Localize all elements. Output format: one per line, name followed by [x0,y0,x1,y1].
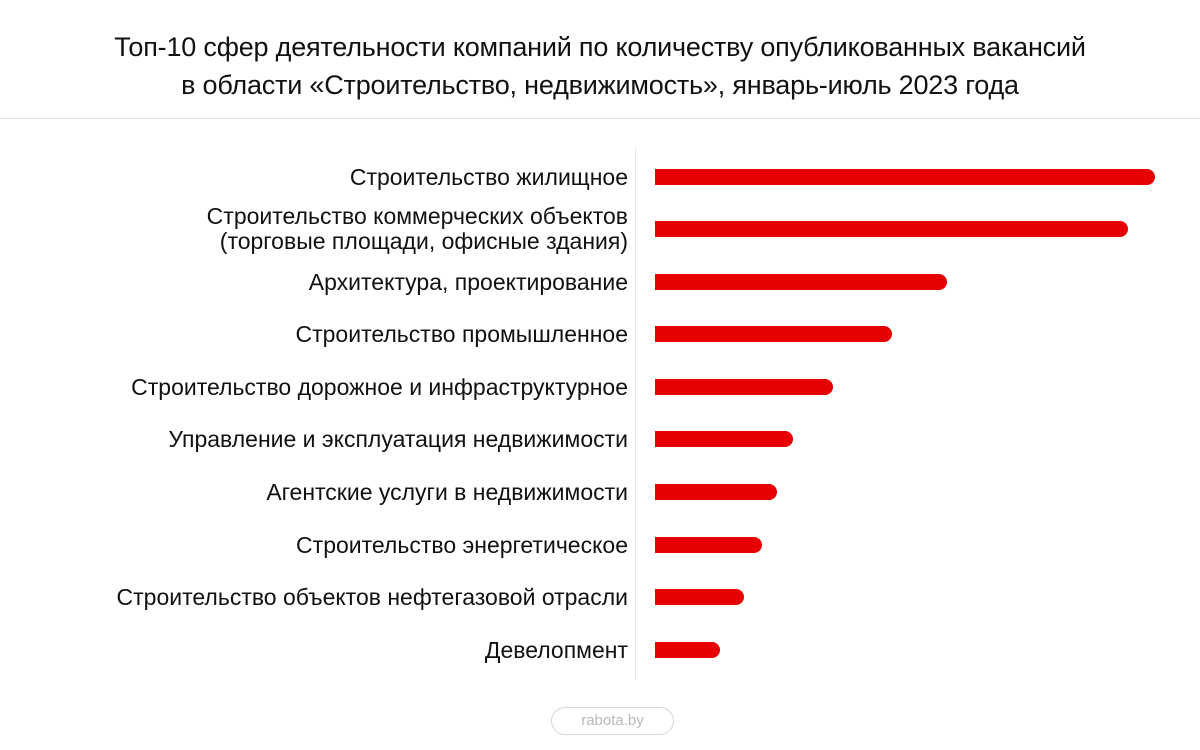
bar-label: Строительство объектов нефтегазовой отра… [117,577,628,617]
bar [655,169,1155,185]
bar [655,642,720,658]
bar-label-line: Строительство объектов нефтегазовой отра… [116,583,628,610]
bar-row: Агентские услуги в недвижимости [0,472,1200,512]
bar-label-line: Строительство жилищное [349,163,628,190]
bar-label: Девелопмент [485,630,628,670]
bar-label: Архитектура, проектирование [309,262,628,302]
bar [655,274,947,290]
bar [655,326,892,342]
bar [655,589,744,605]
chart-title-line-1: Топ-10 сфер деятельности компаний по кол… [114,32,1086,62]
bar-row: Строительство дорожное и инфраструктурно… [0,367,1200,407]
bar [655,431,793,447]
bar-row: Строительство объектов нефтегазовой отра… [0,577,1200,617]
bar [655,221,1128,237]
bar-row: Девелопмент [0,630,1200,670]
bar-row: Строительство энергетическое [0,525,1200,565]
bar [655,484,777,500]
bar-label: Управление и эксплуатация недвижимости [168,419,628,459]
chart-title-line-2: в области «Строительство, недвижимость»,… [181,70,1019,100]
bar-label-line: Строительство коммерческих объектов [206,203,628,229]
bar-label-line: Строительство энергетическое [296,531,628,558]
bar-label-line: (торговые площади, офисные здания) [219,228,628,254]
bar-label-line: Архитектура, проектирование [308,268,628,295]
bar [655,379,833,395]
bar [655,537,762,553]
bar-row: Управление и эксплуатация недвижимости [0,419,1200,459]
bar-row: Строительство жилищное [0,157,1200,197]
bar-label: Строительство жилищное [350,157,628,197]
y-axis-line [635,147,636,680]
bar-label-line: Агентские услуги в недвижимости [266,478,628,505]
bar-row: Строительство промышленное [0,314,1200,354]
bar-label-line: Девелопмент [484,636,628,663]
bar-label-line: Строительство промышленное [295,320,629,347]
bar-label: Строительство промышленное [296,314,629,354]
bar-label: Агентские услуги в недвижимости [266,472,628,512]
bar-row: Строительство коммерческих объектов (торг… [0,204,1200,254]
source-badge: rabota.by [551,707,674,735]
bar-label: Строительство энергетическое [296,525,628,565]
bar-label: Строительство коммерческих объектов (торг… [207,204,628,254]
title-divider [0,118,1200,119]
bar-label-line: Строительство дорожное и инфраструктурно… [131,373,628,400]
bar-label: Строительство дорожное и инфраструктурно… [131,367,628,407]
bar-row: Архитектура, проектирование [0,262,1200,302]
chart-title: Топ-10 сфер деятельности компаний по кол… [0,28,1200,104]
bar-label-line: Управление и эксплуатация недвижимости [168,425,628,452]
